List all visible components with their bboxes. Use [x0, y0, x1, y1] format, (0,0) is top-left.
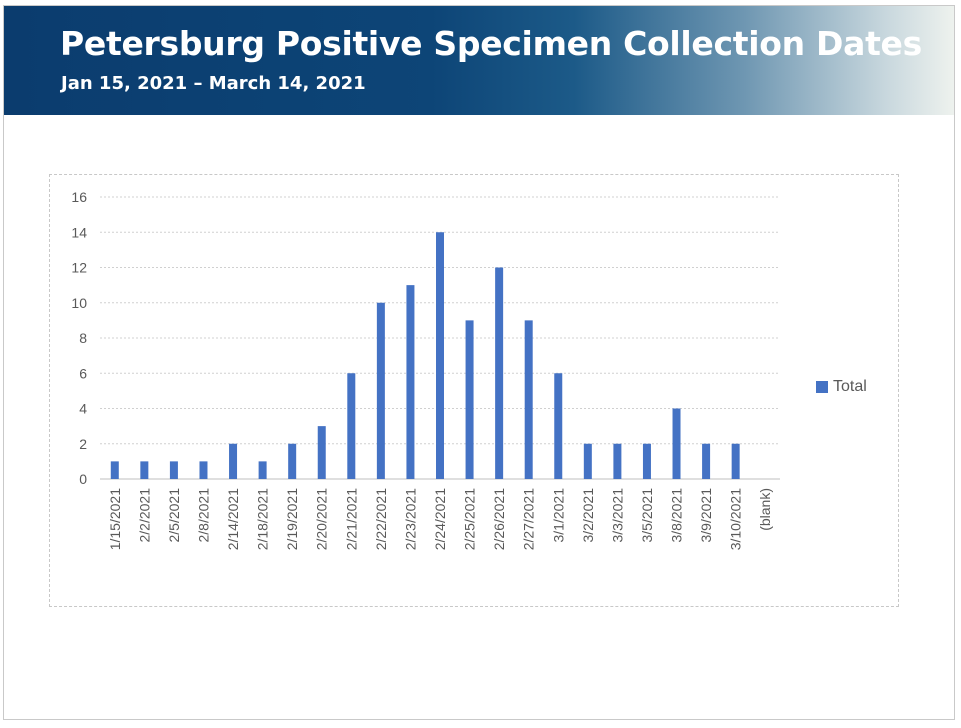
y-tick-label: 2	[79, 436, 87, 452]
x-tick-label: 2/26/2021	[491, 488, 507, 550]
x-tick-label: 1/15/2021	[107, 488, 123, 550]
bar	[731, 443, 740, 479]
y-tick-label: 12	[71, 260, 87, 276]
y-tick-label: 8	[79, 330, 87, 346]
page-subtitle: Jan 15, 2021 – March 14, 2021	[61, 73, 366, 94]
legend-label-total: Total	[833, 378, 867, 395]
bar	[258, 461, 267, 479]
x-tick-label: 3/3/2021	[609, 488, 625, 543]
x-tick-label: 2/19/2021	[284, 488, 300, 550]
x-tick-label: 2/24/2021	[432, 488, 448, 550]
bar	[465, 320, 474, 479]
x-tick-label: 2/2/2021	[136, 488, 152, 543]
bar	[140, 461, 149, 479]
x-tick-label: 3/10/2021	[728, 488, 744, 550]
bar	[169, 461, 178, 479]
bar	[642, 443, 651, 479]
x-tick-label: 3/9/2021	[698, 488, 714, 543]
bar	[436, 232, 444, 479]
y-tick-label: 0	[79, 471, 87, 487]
bar	[613, 443, 622, 479]
chart-legend: Total	[816, 378, 867, 396]
bar	[524, 320, 533, 479]
bar	[672, 408, 681, 479]
y-tick-label: 4	[79, 401, 87, 417]
bar	[317, 426, 326, 479]
x-tick-label: 2/21/2021	[343, 488, 359, 550]
bar	[406, 285, 415, 479]
bar	[347, 373, 356, 479]
bar	[110, 461, 119, 479]
bar	[702, 443, 711, 479]
x-tick-label: 2/5/2021	[166, 488, 182, 543]
y-tick-label: 14	[71, 224, 87, 240]
x-tick-label: 2/23/2021	[402, 488, 418, 550]
y-tick-label: 16	[71, 189, 87, 205]
x-tick-label: 2/22/2021	[373, 488, 389, 550]
x-tick-label: 2/14/2021	[225, 488, 241, 550]
bar	[199, 461, 208, 479]
x-tick-label: (blank)	[757, 488, 773, 531]
x-tick-label: 2/25/2021	[462, 488, 478, 550]
y-tick-label: 6	[79, 365, 87, 381]
x-tick-label: 2/27/2021	[521, 488, 537, 550]
bar	[583, 443, 592, 479]
bar	[554, 373, 563, 479]
page-title: Petersburg Positive Specimen Collection …	[60, 24, 922, 63]
chart-area	[49, 174, 899, 607]
x-tick-label: 3/8/2021	[669, 488, 685, 543]
x-tick-label: 2/18/2021	[255, 488, 271, 550]
slide: Petersburg Positive Specimen Collection …	[3, 5, 955, 720]
title-banner: Petersburg Positive Specimen Collection …	[4, 6, 954, 115]
legend-swatch-total	[816, 381, 828, 393]
y-tick-label: 10	[71, 295, 87, 311]
x-tick-label: 3/5/2021	[639, 488, 655, 543]
x-tick-label: 3/2/2021	[580, 488, 596, 543]
bar	[229, 443, 238, 479]
x-tick-label: 3/1/2021	[550, 488, 566, 543]
x-tick-label: 2/20/2021	[314, 488, 330, 550]
bar	[288, 443, 297, 479]
bar	[495, 267, 504, 479]
x-tick-label: 2/8/2021	[195, 488, 211, 543]
bar	[376, 302, 385, 479]
